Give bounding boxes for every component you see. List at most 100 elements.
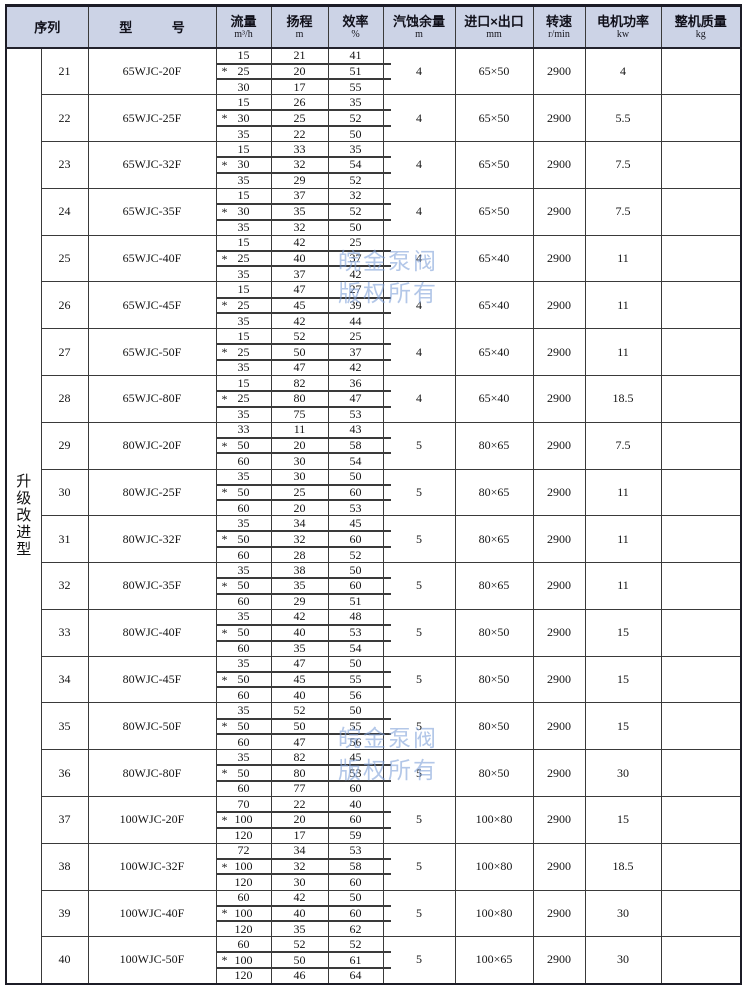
eff-value-cell: 41 (327, 47, 384, 65)
table-row: 120 46 64 (6, 967, 741, 985)
speed-cell: 2900 (532, 842, 586, 891)
inlet-outlet-cell: 65×40 (454, 328, 534, 376)
flow-value-cell: 35 (215, 359, 272, 376)
flow-value-cell: 35 (215, 125, 272, 143)
speed-cell: 2900 (532, 468, 586, 517)
inlet-outlet-cell: 65×50 (454, 141, 534, 189)
model-cell: 65WJC-50F (87, 328, 217, 376)
eff-value-cell: 45 (327, 749, 384, 766)
npsh-cell: 4 (382, 234, 456, 283)
flow-value-cell: 35 (215, 562, 272, 579)
table-row: 60 30 54 (6, 452, 741, 470)
rated-point-star: * (221, 485, 228, 500)
total-weight-cell (660, 655, 742, 704)
head-value-cell: 45 (270, 296, 329, 315)
total-weight-cell (660, 562, 742, 610)
head-value-cell: 80 (270, 764, 329, 782)
head-value-cell: 40 (270, 249, 329, 268)
motor-power-cell: 15 (584, 796, 662, 844)
flow-value-cell: * 50 (215, 577, 272, 595)
flow-value-cell: * 25 (215, 390, 272, 408)
eff-value-cell: 39 (327, 296, 391, 315)
flow-value-cell: 15 (215, 141, 272, 158)
table-row: 23 65WJC-32F 15 33 35 4 65×50 2900 7.5 (6, 141, 742, 189)
head-value-cell: 82 (270, 374, 329, 392)
inlet-outlet-cell: 80×65 (454, 468, 534, 517)
head-value-cell: 47 (270, 733, 329, 751)
head-value-cell: 47 (270, 359, 329, 376)
head-value-cell: 30 (270, 873, 329, 891)
rated-point-star: * (221, 532, 228, 547)
inlet-outlet-cell: 100×80 (454, 842, 534, 891)
eff-value-cell: 50 (327, 702, 384, 720)
flow-value-cell: 60 (215, 733, 272, 751)
head-value-cell: 26 (270, 94, 329, 111)
rated-point-star: * (221, 625, 228, 640)
rated-point-star: * (221, 111, 228, 126)
head-value-cell: 45 (270, 670, 329, 689)
model-cell: 65WJC-45F (87, 281, 217, 330)
speed-cell: 2900 (532, 655, 586, 704)
flow-value-cell: 120 (215, 967, 272, 985)
table-row: * 50 32 60 (6, 530, 741, 549)
head-value-cell: 22 (270, 125, 329, 143)
motor-power-cell: 30 (584, 889, 662, 938)
eff-value-cell: 56 (327, 686, 384, 704)
table-row: 升级改进型 21 65WJC-20F 15 21 41 4 65×50 2900 4 (5, 47, 742, 985)
table-row: 35 37 42 (6, 265, 741, 283)
table-row: 32 80WJC-35F 35 38 50 5 80×65 2900 11 (6, 562, 742, 610)
table-row: 35 22 50 (6, 125, 741, 143)
inlet-outlet-cell: 65×50 (454, 47, 534, 96)
speed-cell: 2900 (532, 328, 586, 376)
speed-cell: 2900 (532, 702, 586, 751)
head-value-cell: 37 (270, 187, 329, 205)
model-cell: 80WJC-80F (87, 749, 217, 797)
col-header-motor-power: 电机功率 kw (584, 5, 662, 49)
total-weight-cell (660, 515, 742, 564)
model-cell: 100WJC-50F (87, 936, 217, 985)
seq-cell: 36 (40, 749, 89, 797)
head-value-cell: 40 (270, 686, 329, 704)
pump-spec-table: 序列 型 号 流量 m³/h 扬程 m 效率 % 汽蚀余量 (5, 4, 742, 985)
flow-value-cell: 72 (215, 842, 272, 860)
eff-value-cell: 37 (327, 343, 391, 362)
table-row: 37 100WJC-20F 70 22 40 5 100×80 2900 15 (6, 796, 742, 844)
motor-power-cell: 11 (584, 468, 662, 517)
seq-cell: 32 (40, 562, 89, 610)
seq-cell: 21 (40, 47, 89, 96)
head-value-cell: 34 (270, 515, 329, 532)
table-row: * 50 25 60 (6, 483, 741, 502)
flow-value-cell: 35 (215, 219, 272, 236)
eff-value-cell: 53 (327, 499, 384, 517)
rated-point-star: * (221, 157, 228, 172)
head-value-cell: 25 (270, 109, 329, 127)
table-row: 120 30 60 (6, 873, 741, 891)
motor-power-cell: 18.5 (584, 842, 662, 891)
motor-power-cell: 11 (584, 328, 662, 376)
table-row: * 50 20 58 (6, 436, 741, 455)
table-row: 40 100WJC-50F 60 52 52 5 100×65 2900 30 (6, 936, 742, 985)
total-weight-cell (660, 842, 742, 891)
eff-value-cell: 58 (327, 857, 391, 877)
flow-value-cell: * 25 (215, 296, 272, 315)
speed-cell: 2900 (532, 889, 586, 938)
motor-power-cell: 7.5 (584, 421, 662, 470)
eff-value-cell: 35 (327, 141, 384, 158)
seq-cell: 35 (40, 702, 89, 751)
model-cell: 80WJC-20F (87, 421, 217, 470)
head-value-cell: 20 (270, 62, 329, 81)
table-row: * 25 80 47 (6, 390, 741, 409)
eff-value-cell: 60 (327, 811, 391, 830)
table-row: * 25 45 39 (6, 296, 741, 315)
table-row: * 25 50 37 (6, 343, 741, 362)
speed-cell: 2900 (532, 562, 586, 610)
eff-value-cell: 53 (327, 406, 384, 423)
efficiency-unit: % (351, 29, 360, 40)
rated-point-star: * (221, 64, 228, 79)
flow-value-cell: 33 (215, 421, 272, 439)
flow-value-cell: 30 (215, 78, 272, 96)
eff-value-cell: 61 (327, 951, 391, 970)
head-value-cell: 80 (270, 390, 329, 408)
head-value-cell: 20 (270, 499, 329, 517)
flow-value-cell: 60 (215, 593, 272, 610)
